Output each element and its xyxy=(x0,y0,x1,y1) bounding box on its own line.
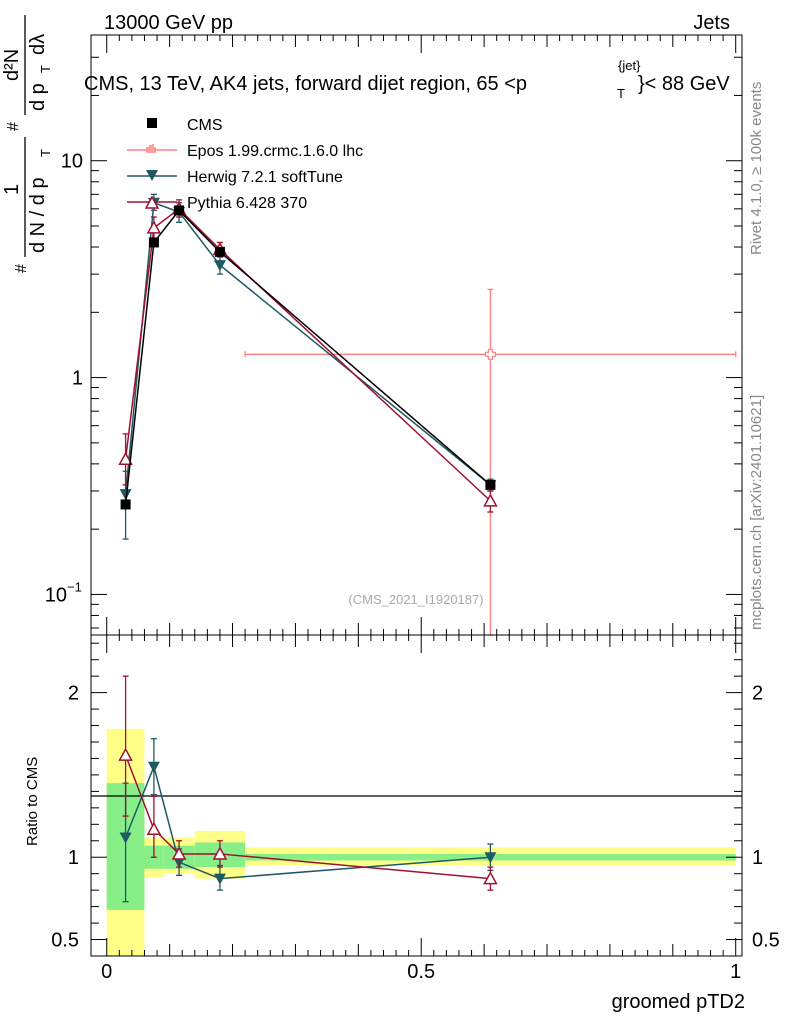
ylabel-diff-denominator: d p xyxy=(27,83,49,111)
ylabel-diff-numerator: d²N xyxy=(1,49,23,81)
series-herwig xyxy=(119,738,497,903)
mcplots-label: mcplots.cern.ch [arXiv:2401.10621] xyxy=(748,395,765,630)
x-tick-label: 1 xyxy=(730,961,741,983)
legend-entry-cms: CMS xyxy=(147,117,223,134)
data-point-triangle-down xyxy=(213,260,226,272)
ylabel-hash-1: # xyxy=(13,264,30,273)
ylabel-diff-lambda: dλ xyxy=(27,34,49,55)
legend-entry-herwig: Herwig 7.2.1 softTune xyxy=(127,169,343,186)
data-point-triangle-up xyxy=(483,493,498,507)
header-left: 13000 GeV pp xyxy=(104,12,233,34)
main-y-tick-label: 10 xyxy=(61,151,83,173)
legend-entry-pythia: Pythia 6.428 370 xyxy=(127,195,307,212)
legend-marker-epos xyxy=(146,144,156,153)
legend-label-herwig: Herwig 7.2.1 softTune xyxy=(187,169,343,186)
ratio-y-axis-label: Ratio to CMS xyxy=(24,757,41,846)
data-point-triangle-up xyxy=(483,871,498,885)
legend-marker-herwig xyxy=(146,170,158,181)
series-line xyxy=(124,209,491,505)
legend-label-cms: CMS xyxy=(187,117,223,134)
data-point-triangle-up xyxy=(212,846,228,860)
ratio-series-layer xyxy=(118,675,498,903)
main-y-axis-label: # 1 d N / d p T # d²N d p T dλ xyxy=(1,15,53,273)
data-point-square xyxy=(174,205,185,216)
plot-title: CMS, 13 TeV, AK4 jets, forward dijet reg… xyxy=(84,58,730,101)
ratio-y-tick-label: 0.5 xyxy=(51,930,79,952)
data-point-triangle-up xyxy=(146,220,162,234)
main-y-tick-label: 1 xyxy=(72,368,83,390)
ratio-y-tick-label: 2 xyxy=(68,683,79,705)
watermark: (CMS_2021_I1920187) xyxy=(348,592,483,607)
main-x-ticks xyxy=(106,35,737,635)
plot-title-sub: T xyxy=(617,86,625,101)
legend-marker-cms xyxy=(147,118,157,128)
ratio-y-tick-label-right: 0.5 xyxy=(752,930,780,952)
x-tick-label: 0 xyxy=(101,961,112,983)
ratio-axes: 0.5 0.5 1 1 2 2 0 0.5 1 xyxy=(51,635,780,983)
data-point-cross xyxy=(484,348,497,360)
main-y-tick-label-exp: −1 xyxy=(67,579,82,594)
plot-title-sup: {jet} xyxy=(618,58,641,73)
plot-title-tail: }< 88 GeV xyxy=(638,73,730,95)
plot-title-main: CMS, 13 TeV, AK4 jets, forward dijet reg… xyxy=(84,73,527,95)
ylabel-diff-denominator-sub: T xyxy=(38,65,53,73)
data-point-triangle-up xyxy=(171,846,187,860)
data-point-square xyxy=(485,479,496,490)
data-point-square xyxy=(120,499,131,510)
header-right: Jets xyxy=(693,12,730,34)
ylabel-denominator: d N / d p xyxy=(27,177,49,253)
data-point-triangle-down xyxy=(147,761,160,773)
x-axis-label: groomed pTD2 xyxy=(612,991,745,1013)
data-point-triangle-down xyxy=(119,489,132,501)
data-point-triangle-down xyxy=(484,852,497,864)
ratio-uncertainty-bands xyxy=(106,728,736,956)
series-cms xyxy=(120,205,496,510)
legend: CMS Epos 1.99.crmc.1.6.0 lhc Herwig 7.2.… xyxy=(127,117,363,212)
legend-entry-epos: Epos 1.99.crmc.1.6.0 lhc xyxy=(127,143,363,160)
series-herwig xyxy=(119,193,497,540)
data-point-square xyxy=(148,237,159,248)
data-point-triangle-up xyxy=(146,821,162,835)
main-y-tick-label: 10 xyxy=(45,584,67,606)
legend-label-epos: Epos 1.99.crmc.1.6.0 lhc xyxy=(187,143,363,160)
rivet-version-label: Rivet 4.1.0, ≥ 100k events xyxy=(748,82,765,255)
data-point-square xyxy=(214,246,225,257)
ylabel-denominator-sub: T xyxy=(38,149,53,157)
ylabel-hash-2: # xyxy=(5,122,22,131)
ylabel-numerator: 1 xyxy=(1,184,23,195)
ratio-y-tick-label: 1 xyxy=(68,847,79,869)
ratio-y-tick-label-right: 1 xyxy=(752,847,763,869)
series-pythia xyxy=(118,199,498,513)
x-tick-label: 0.5 xyxy=(407,961,435,983)
series-pythia xyxy=(118,675,498,891)
data-point-triangle-up xyxy=(118,451,133,466)
main-series-layer xyxy=(118,193,737,636)
ratio-y-tick-label-right: 2 xyxy=(752,683,763,705)
data-point-triangle-down xyxy=(119,832,132,844)
legend-marker-pythia xyxy=(144,195,160,209)
legend-label-pythia: Pythia 6.428 370 xyxy=(187,195,307,212)
series-epos xyxy=(244,288,737,636)
data-point-triangle-down xyxy=(213,873,226,885)
data-point-triangle-up xyxy=(118,747,133,761)
ratio-panel: 0.5 0.5 1 1 2 2 0 0.5 1 Ratio to CMS groomed pTD… xyxy=(24,634,780,1013)
